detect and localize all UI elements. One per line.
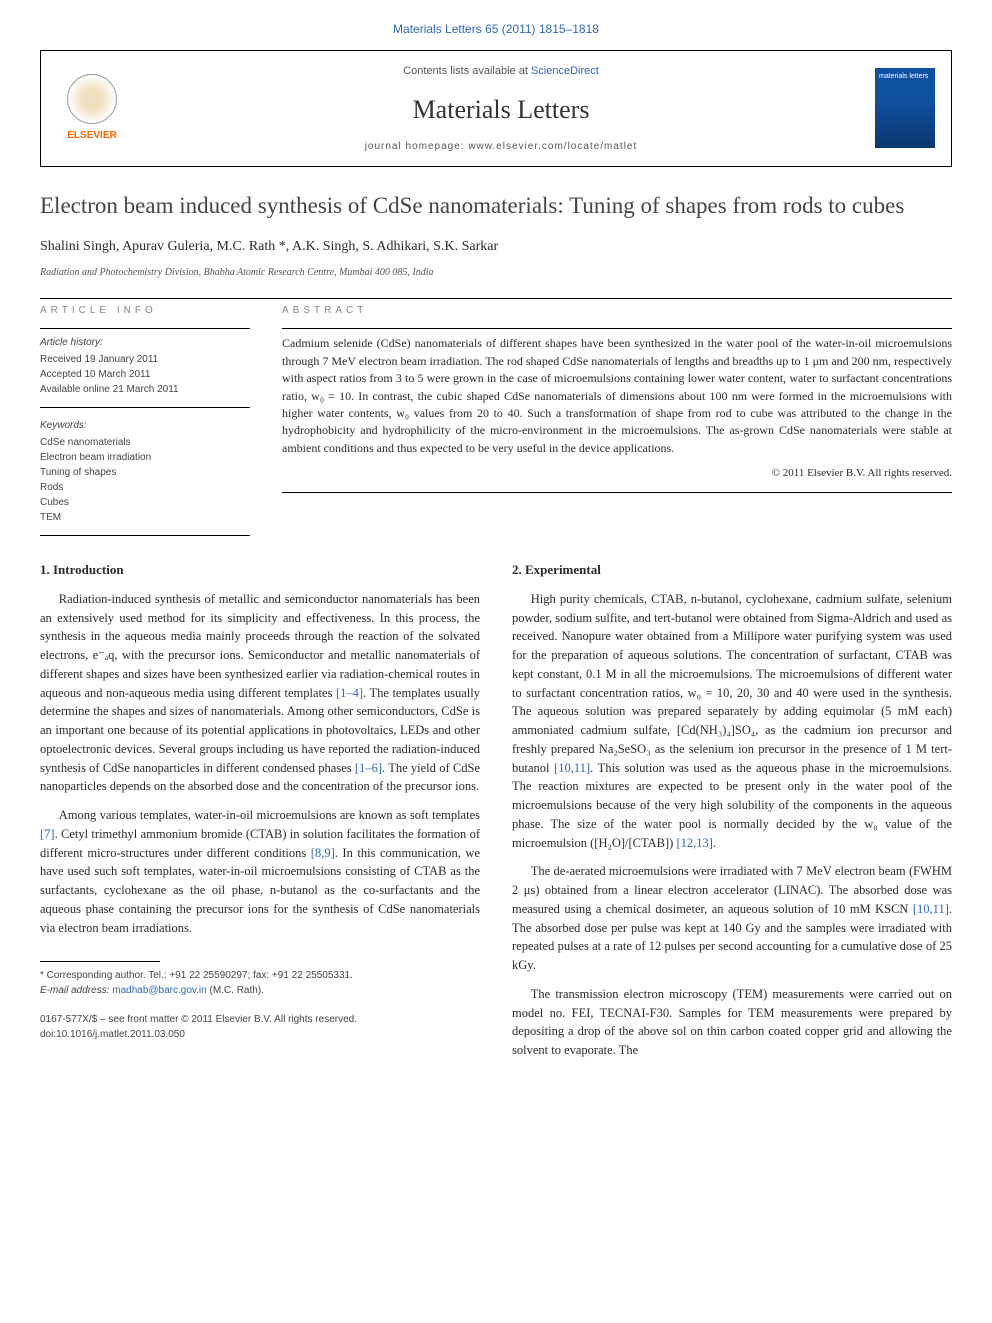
email-label: E-mail address: xyxy=(40,985,112,996)
section-intro-head: 1. Introduction xyxy=(40,560,480,580)
sciencedirect-link[interactable]: ScienceDirect xyxy=(531,65,599,77)
ref-link[interactable]: [7] xyxy=(40,827,55,841)
homepage-url: www.elsevier.com/locate/matlet xyxy=(468,141,637,152)
intro-paragraph-2: Among various templates, water-in-oil mi… xyxy=(40,806,480,937)
keyword-item: CdSe nanomaterials xyxy=(40,435,250,450)
email-attr: (M.C. Rath). xyxy=(207,985,264,996)
publisher-logo: ELSEVIER xyxy=(57,68,127,148)
keyword-item: TEM xyxy=(40,510,250,525)
body-columns: 1. Introduction Radiation-induced synthe… xyxy=(40,560,952,1070)
section-exp-head: 2. Experimental xyxy=(512,560,952,580)
abstract-text: Cadmium selenide (CdSe) nanomaterials of… xyxy=(282,329,952,457)
abstract-column: ABSTRACT Cadmium selenide (CdSe) nanomat… xyxy=(282,303,952,536)
history-accepted: Accepted 10 March 2011 xyxy=(40,367,250,382)
email-link[interactable]: madhab@barc.gov.in xyxy=(112,985,206,996)
footer-meta: 0167-577X/$ – see front matter © 2011 El… xyxy=(40,1012,480,1042)
ref-link[interactable]: [10,11] xyxy=(554,761,590,775)
corr-label: * Corresponding author. Tel.: +91 22 255… xyxy=(40,968,480,983)
journal-reference: Materials Letters 65 (2011) 1815–1818 xyxy=(40,20,952,38)
header-center: Contents lists available at ScienceDirec… xyxy=(127,63,875,154)
text: The transmission electron microscopy (TE… xyxy=(512,987,952,1057)
ref-link[interactable]: [12,13] xyxy=(676,836,712,850)
journal-name: Materials Letters xyxy=(127,90,875,129)
article-info-column: ARTICLE INFO Article history: Received 1… xyxy=(40,303,250,536)
authors-list: Shalini Singh, Apurav Guleria, M.C. Rath… xyxy=(40,239,498,254)
text: High purity chemicals, CTAB, n-butanol, … xyxy=(512,592,952,775)
text: Radiation-induced synthesis of metallic … xyxy=(40,592,480,700)
corresponding-author-footnote: * Corresponding author. Tel.: +91 22 255… xyxy=(40,968,480,998)
keywords-block: Keywords: CdSe nanomaterials Electron be… xyxy=(40,418,250,536)
contents-prefix: Contents lists available at xyxy=(403,65,531,77)
exp-paragraph-1: High purity chemicals, CTAB, n-butanol, … xyxy=(512,590,952,853)
journal-header: ELSEVIER Contents lists available at Sci… xyxy=(40,50,952,167)
keyword-item: Tuning of shapes xyxy=(40,465,250,480)
left-column: 1. Introduction Radiation-induced synthe… xyxy=(40,560,480,1070)
contents-line: Contents lists available at ScienceDirec… xyxy=(127,63,875,80)
front-matter: 0167-577X/$ – see front matter © 2011 El… xyxy=(40,1012,480,1027)
publisher-brand: ELSEVIER xyxy=(67,128,116,143)
keyword-item: Cubes xyxy=(40,495,250,510)
article-history: Article history: Received 19 January 201… xyxy=(40,329,250,408)
history-received: Received 19 January 2011 xyxy=(40,352,250,367)
history-online: Available online 21 March 2011 xyxy=(40,382,250,397)
ref-link[interactable]: [8,9] xyxy=(311,846,335,860)
text: . xyxy=(713,836,716,850)
journal-cover-thumb: materials letters xyxy=(875,68,935,148)
exp-paragraph-2: The de-aerated microemulsions were irrad… xyxy=(512,862,952,975)
authors: Shalini Singh, Apurav Guleria, M.C. Rath… xyxy=(40,236,952,257)
article-info-heading: ARTICLE INFO xyxy=(40,303,250,318)
exp-paragraph-3: The transmission electron microscopy (TE… xyxy=(512,985,952,1060)
meta-abstract-row: ARTICLE INFO Article history: Received 1… xyxy=(40,303,952,536)
keywords-label: Keywords: xyxy=(40,418,250,433)
homepage-prefix: journal homepage: xyxy=(365,141,469,152)
ref-link[interactable]: [1–4] xyxy=(336,686,363,700)
doi: doi:10.1016/j.matlet.2011.03.050 xyxy=(40,1027,480,1042)
homepage-line: journal homepage: www.elsevier.com/locat… xyxy=(127,139,875,154)
corr-email-line: E-mail address: madhab@barc.gov.in (M.C.… xyxy=(40,983,480,998)
intro-paragraph-1: Radiation-induced synthesis of metallic … xyxy=(40,590,480,796)
keyword-item: Electron beam irradiation xyxy=(40,450,250,465)
right-column: 2. Experimental High purity chemicals, C… xyxy=(512,560,952,1070)
text: The de-aerated microemulsions were irrad… xyxy=(512,864,952,916)
elsevier-tree-icon xyxy=(67,74,117,124)
footnote-separator xyxy=(40,961,160,962)
ref-link[interactable]: [10,11] xyxy=(913,902,949,916)
ref-link[interactable]: [1–6] xyxy=(355,761,382,775)
keyword-item: Rods xyxy=(40,480,250,495)
article-title: Electron beam induced synthesis of CdSe … xyxy=(40,191,952,221)
abstract-copyright: © 2011 Elsevier B.V. All rights reserved… xyxy=(282,465,952,482)
rule-abs-bottom xyxy=(282,492,952,493)
affiliation: Radiation and Photochemistry Division, B… xyxy=(40,265,952,280)
rule-top xyxy=(40,298,952,299)
abstract-heading: ABSTRACT xyxy=(282,303,952,318)
text: Among various templates, water-in-oil mi… xyxy=(59,808,480,822)
history-label: Article history: xyxy=(40,335,250,350)
